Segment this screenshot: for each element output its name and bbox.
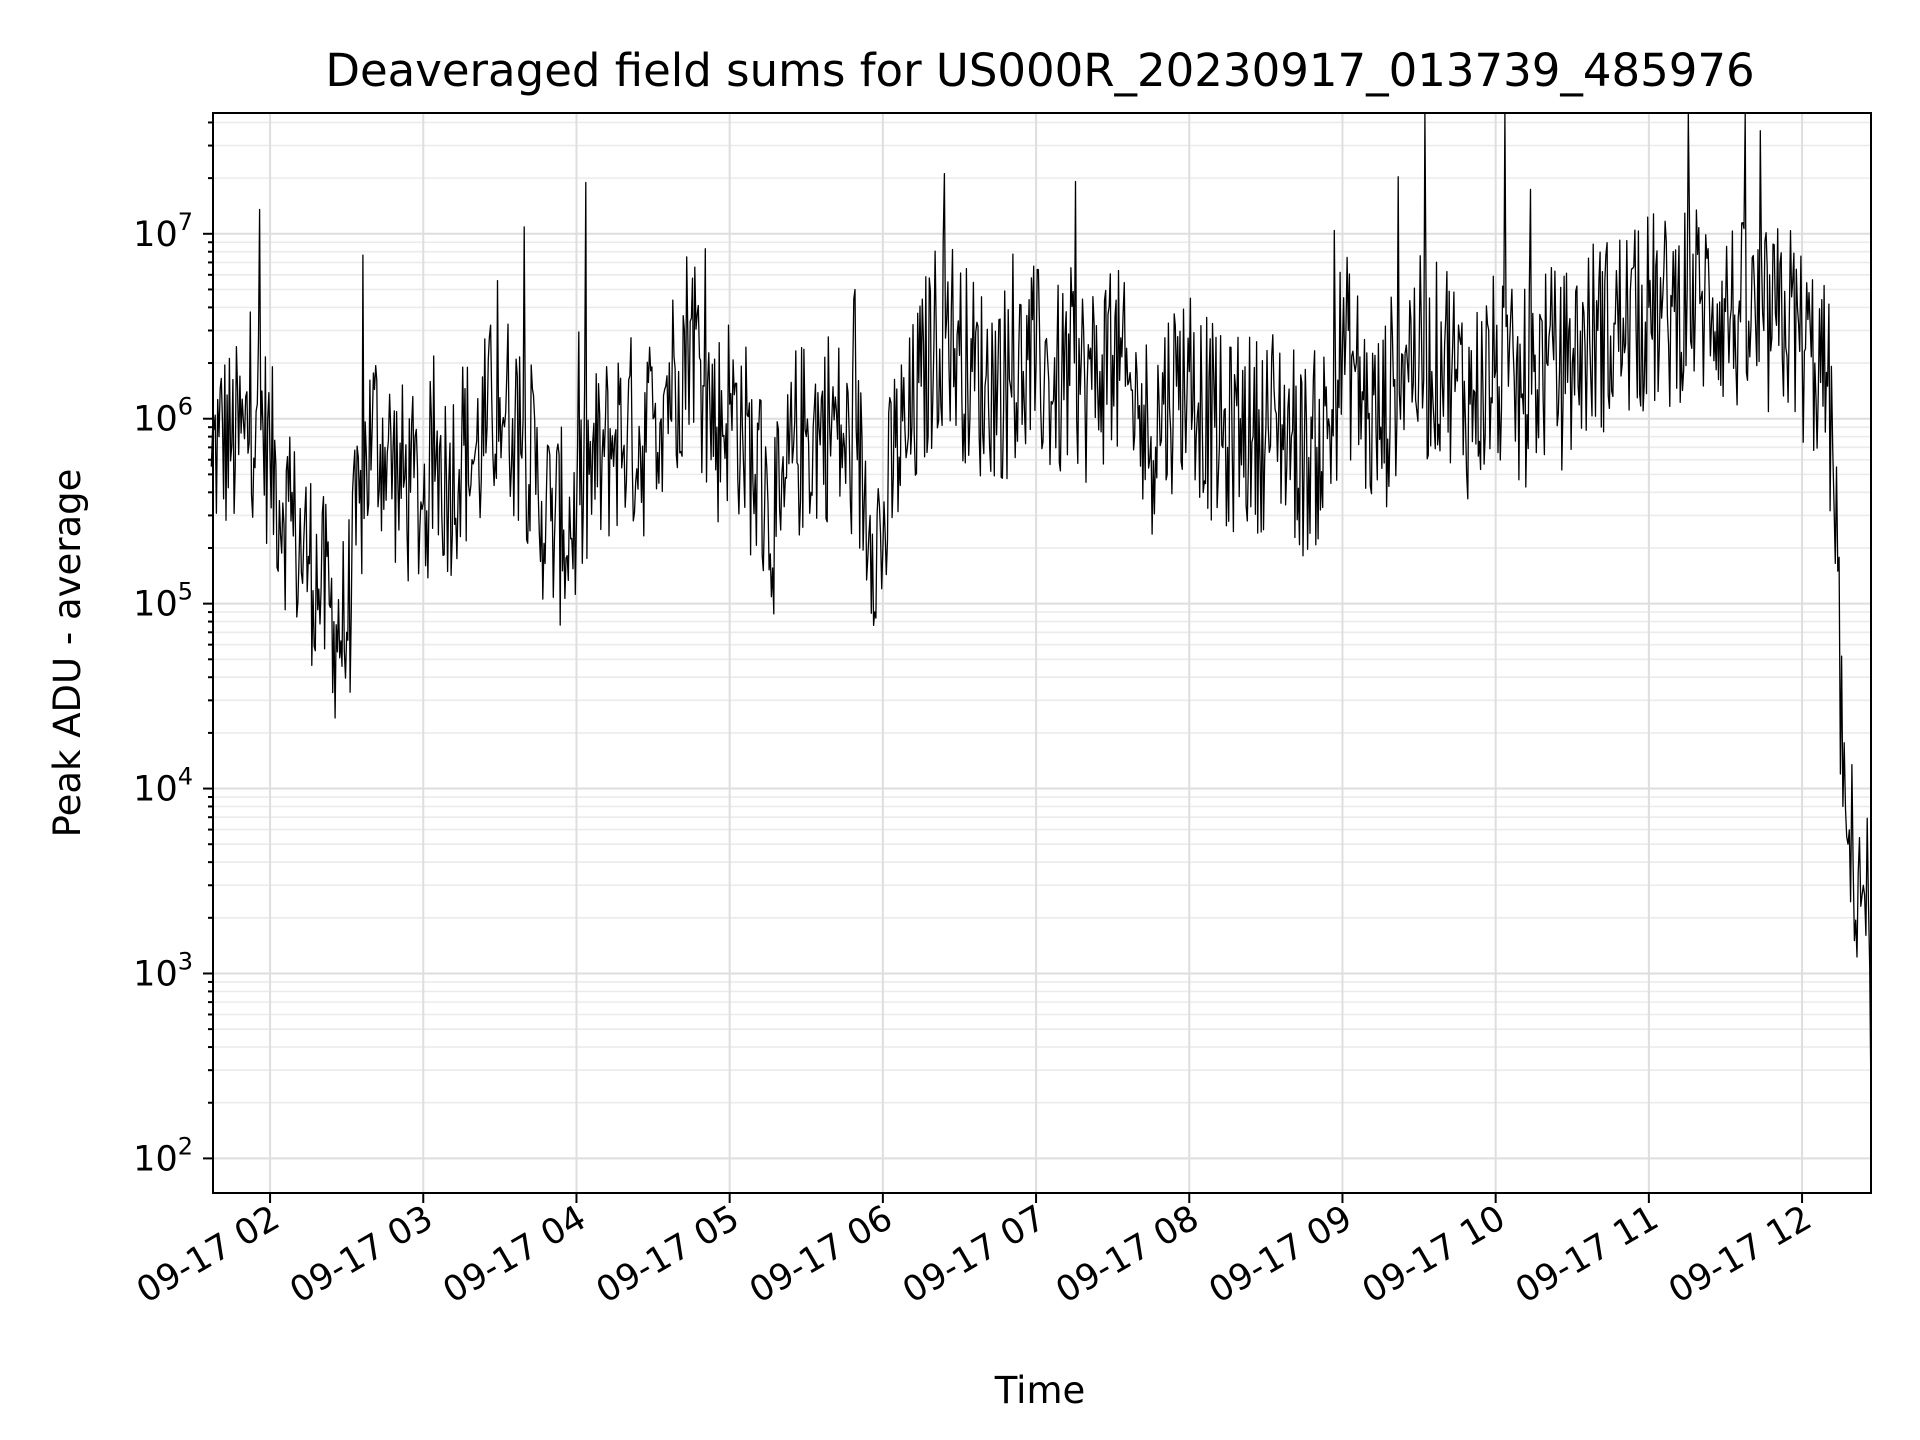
y-tick-label: 104 (133, 763, 193, 810)
x-tick-label: 09-17 10 (1356, 1198, 1512, 1311)
x-tick-label: 09-17 02 (130, 1198, 286, 1311)
x-tick-label: 09-17 05 (590, 1198, 746, 1311)
y-axis: 102 103 104 105 106 107 (133, 121, 213, 1179)
x-axis-label: Time (994, 1369, 1086, 1412)
y-tick-label: 102 (133, 1132, 193, 1179)
chart-title: Deaveraged field sums for US000R_2023091… (325, 44, 1754, 97)
x-tick-label: 09-17 04 (437, 1198, 593, 1311)
y-tick-label: 105 (133, 578, 193, 625)
y-axis-label: Peak ADU - average (46, 469, 89, 838)
series-line-0 (210, 112, 1872, 1103)
x-tick-label: 09-17 09 (1203, 1198, 1359, 1311)
x-tick-label: 09-17 06 (743, 1198, 899, 1311)
x-tick-label: 09-17 08 (1049, 1198, 1205, 1311)
x-tick-label: 09-17 11 (1509, 1198, 1665, 1311)
x-tick-label: 09-17 07 (896, 1198, 1052, 1311)
grid (213, 113, 1871, 1193)
y-tick-label: 106 (133, 393, 193, 440)
plot-frame (212, 112, 1872, 1194)
y-tick-label: 103 (133, 947, 193, 994)
series-layer (210, 112, 1872, 1103)
x-tick-label: 09-17 12 (1662, 1198, 1818, 1311)
x-tick-label: 09-17 03 (283, 1198, 439, 1311)
y-tick-label: 107 (133, 208, 193, 255)
